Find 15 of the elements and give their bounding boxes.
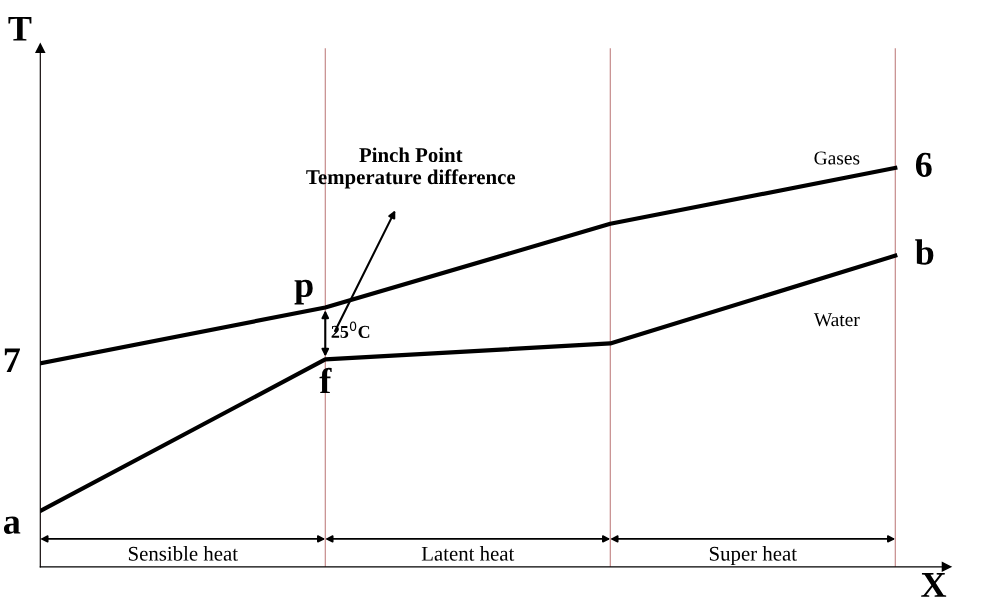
annotation: 6	[915, 152, 932, 177]
series-label: Gases	[814, 151, 860, 165]
annotation: Super heat	[709, 546, 797, 566]
annotation: p	[294, 279, 313, 305]
annotation: Sensible heat	[128, 546, 238, 561]
annotation: Latent heat	[421, 546, 515, 561]
y-axis-title: T	[8, 16, 32, 41]
text: a	[3, 516, 21, 534]
text: 7	[4, 348, 20, 373]
annotation: Pinch Point Temperature difference	[306, 147, 516, 189]
annotation: f	[319, 367, 332, 394]
x-axis-title: X	[921, 573, 947, 597]
series-label: Water	[813, 313, 860, 327]
annotation: 25$^{0}$C	[331, 321, 370, 338]
annotation: b	[915, 239, 934, 265]
